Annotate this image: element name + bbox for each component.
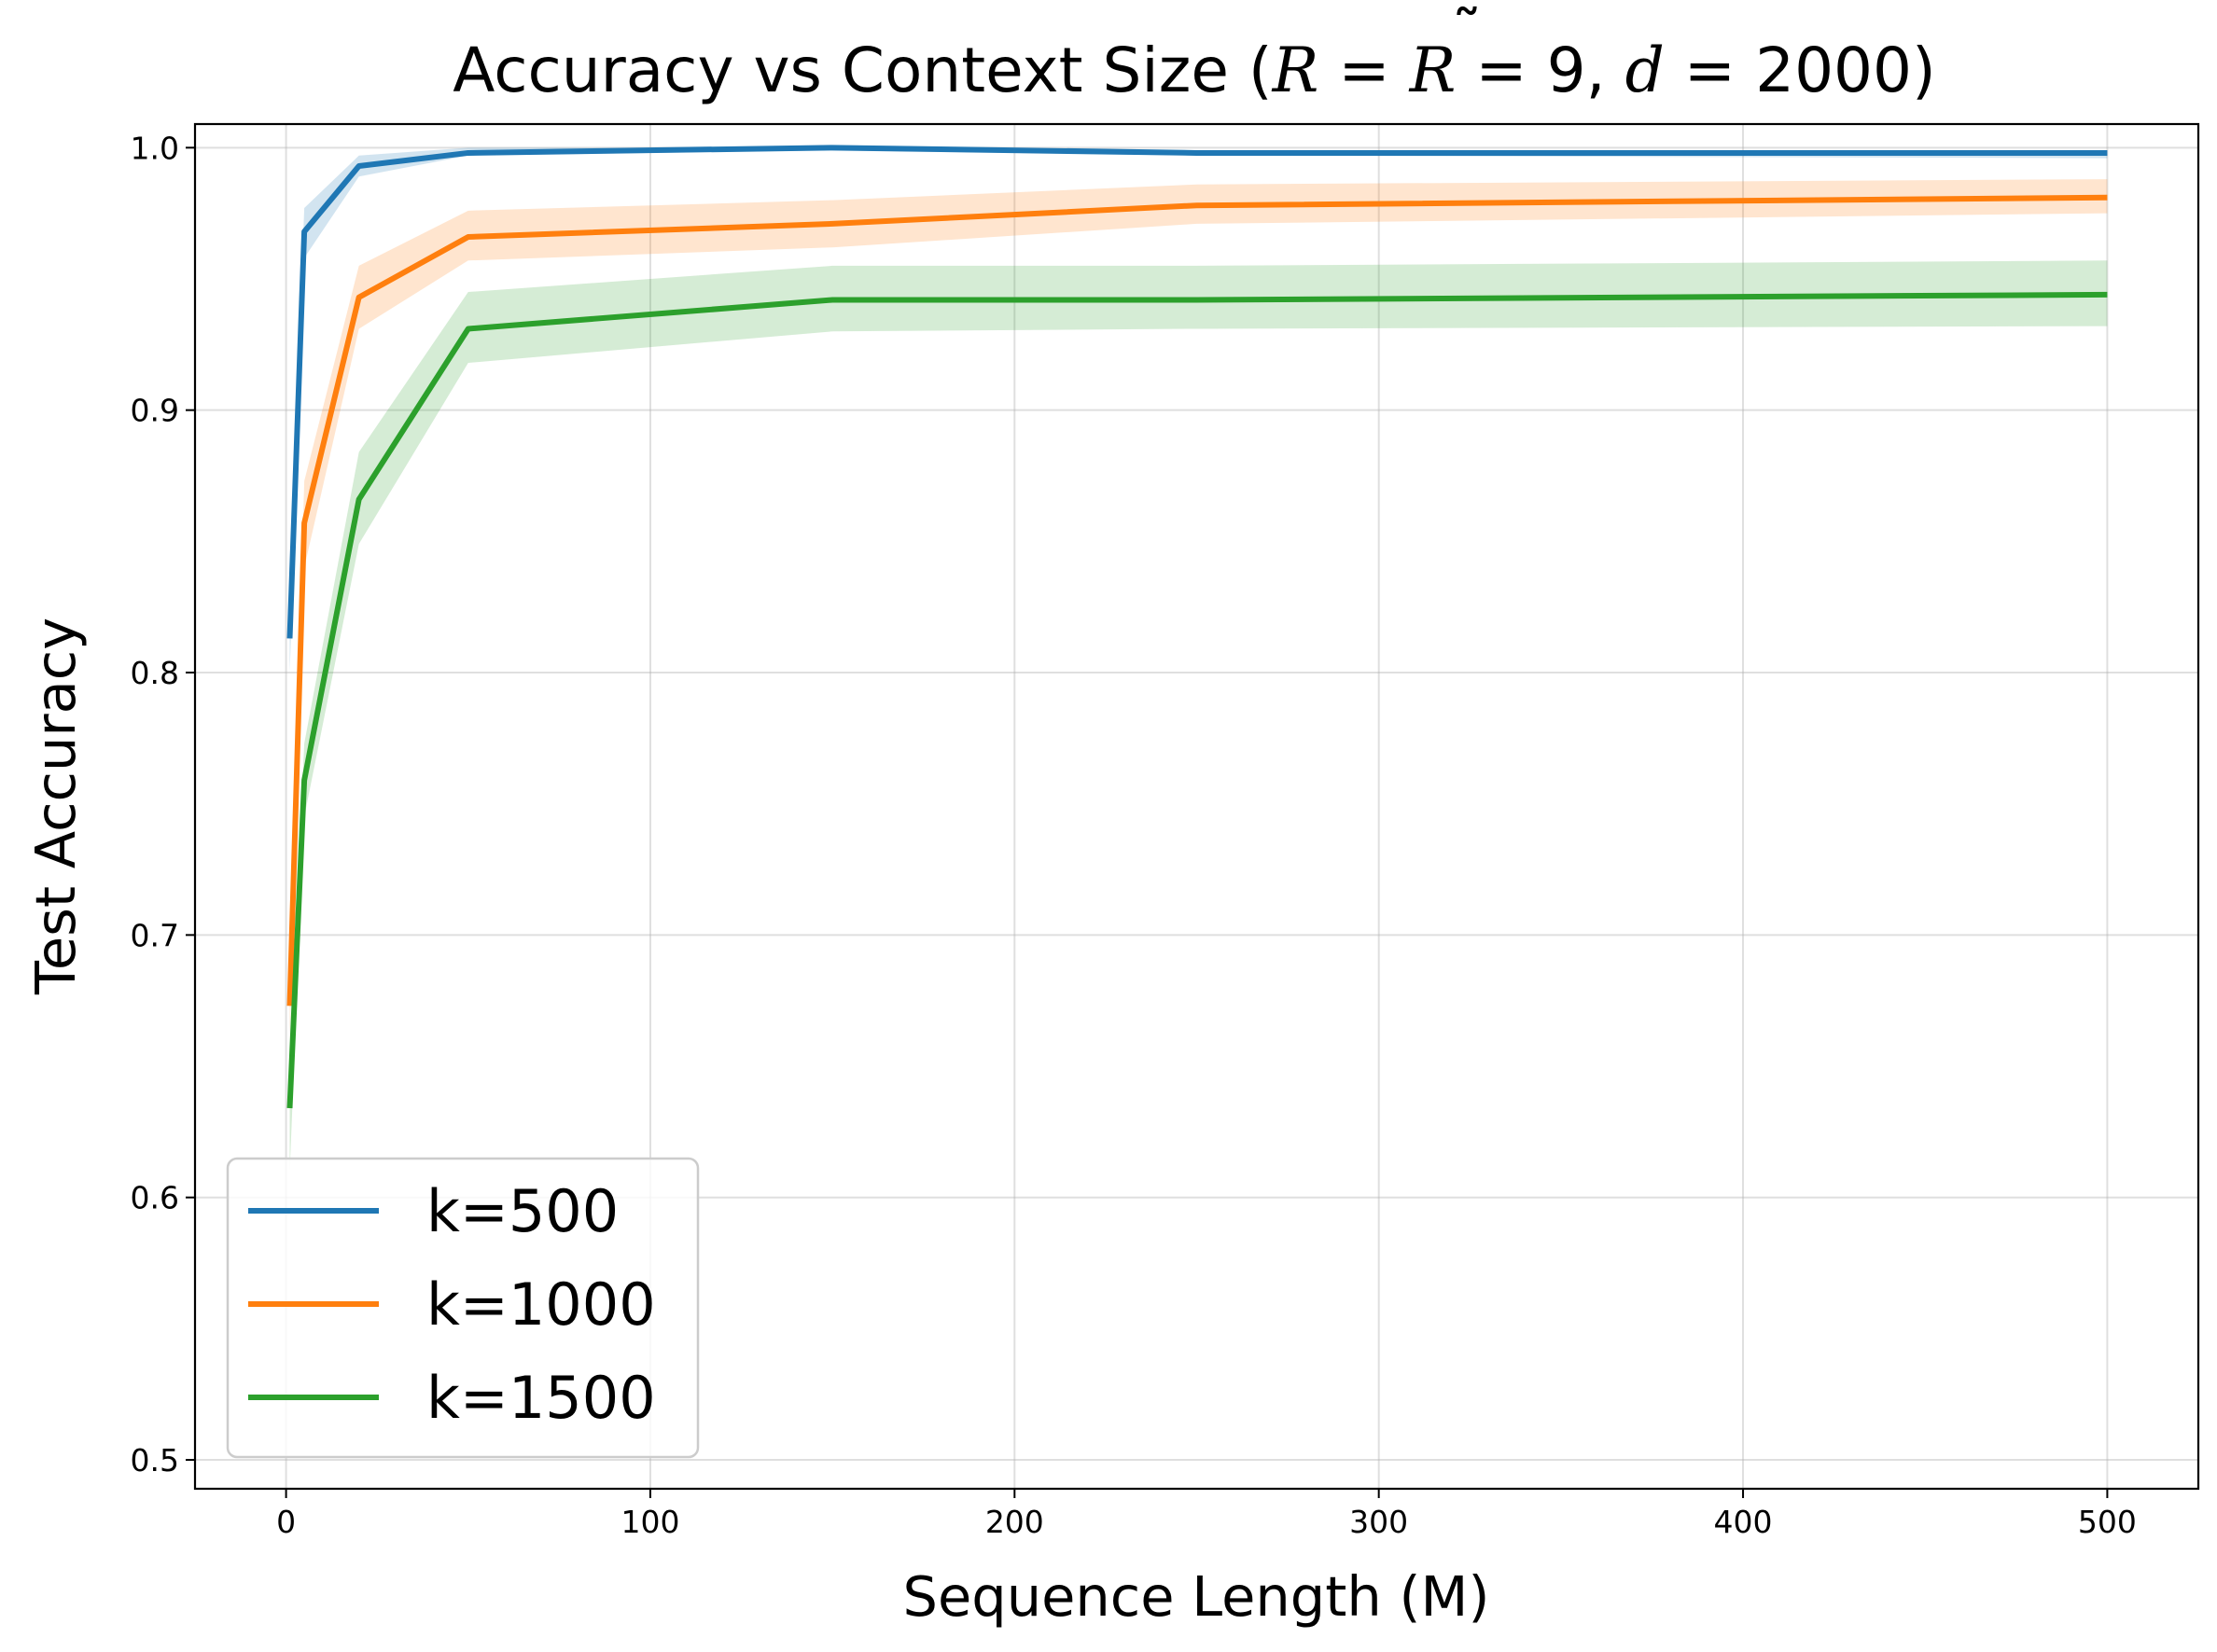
axis-ticks: 0 100 200 300 400 500 0.5 0.6 0.7 0.8 0.9 1.0 bbox=[131, 130, 2137, 1540]
confidence-bands bbox=[289, 147, 2108, 1172]
title-tilde: ˜ bbox=[1452, 0, 1483, 69]
grid bbox=[195, 124, 2198, 1489]
x-tick-label: 400 bbox=[1714, 1504, 1773, 1540]
x-tick-label: 100 bbox=[620, 1504, 679, 1540]
x-tick-label: 200 bbox=[985, 1504, 1044, 1540]
y-axis-label: Test Accuracy bbox=[23, 618, 88, 995]
chart-title: Accuracy vs Context Size (R = R = 9, d =… bbox=[453, 35, 1936, 106]
x-tick-label: 300 bbox=[1349, 1504, 1408, 1540]
plot-frame bbox=[193, 122, 2200, 1491]
legend-label: k=1000 bbox=[426, 1270, 656, 1339]
y-tick-label: 0.6 bbox=[131, 1180, 179, 1216]
legend-label: k=500 bbox=[426, 1177, 619, 1245]
legend: k=500 k=1000 k=1500 bbox=[226, 1157, 700, 1459]
legend-label: k=1500 bbox=[426, 1364, 656, 1432]
y-tick-label: 0.5 bbox=[131, 1442, 179, 1478]
line-k=1000 bbox=[286, 194, 2108, 1006]
band-k=1500 bbox=[289, 260, 2108, 1172]
x-tick-label: 0 bbox=[276, 1504, 296, 1540]
line-k=500 bbox=[286, 145, 2108, 639]
x-axis-label: Sequence Length (M) bbox=[903, 1564, 1490, 1629]
y-tick-label: 1.0 bbox=[131, 130, 179, 166]
line-k=1500 bbox=[286, 291, 2108, 1109]
legend-box bbox=[226, 1157, 700, 1459]
y-tick-label: 0.7 bbox=[131, 917, 179, 953]
series-lines bbox=[286, 145, 2108, 1109]
y-tick-label: 0.9 bbox=[131, 393, 179, 429]
x-tick-label: 500 bbox=[2078, 1504, 2137, 1540]
y-tick-label: 0.8 bbox=[131, 655, 179, 691]
